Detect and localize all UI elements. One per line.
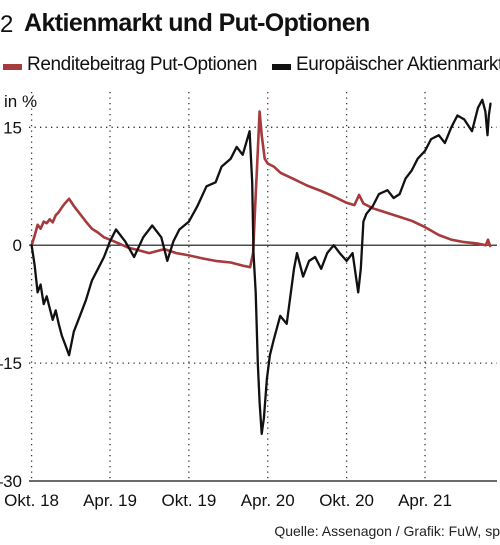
chart-number: 2 — [0, 11, 14, 38]
legend-label-put-options: Renditebeitrag Put-Optionen — [27, 54, 258, 75]
grid-layer — [29, 92, 497, 482]
x-tick-label: Apr. 21 — [398, 491, 452, 510]
y-tick-label: 15 — [3, 118, 22, 137]
source-note: Quelle: Assenagon / Grafik: FuW, sp — [274, 523, 500, 539]
series-line-put-options — [30, 110, 492, 269]
x-tick-label: Okt. 18 — [4, 491, 59, 510]
x-tick-label: Okt. 20 — [319, 491, 374, 510]
legend-item-put-options: Renditebeitrag Put-Optionen — [3, 52, 265, 80]
y-tick-label: 0 — [13, 236, 22, 255]
y-tick-label: –15 — [0, 354, 22, 373]
legend-swatch-put-options — [3, 64, 22, 70]
x-tick-label: Apr. 20 — [241, 491, 295, 510]
legend-swatch-market — [272, 64, 291, 70]
chart-legend: Renditebeitrag Put-Optionen Europäischer… — [0, 52, 500, 80]
chart-header: 2 Aktienmarkt und Put-Optionen — [0, 5, 500, 41]
x-tick-label: Apr. 19 — [83, 491, 137, 510]
y-axis-label: in % — [4, 92, 37, 111]
series-layer — [30, 98, 492, 435]
chart-title: Aktienmarkt und Put-Optionen — [24, 9, 370, 37]
legend-label-market: Europäischer Aktienmarkt — [296, 54, 500, 75]
legend-item-market: Europäischer Aktienmarkt — [272, 52, 500, 80]
y-tick-label: –30 — [0, 472, 22, 491]
series-line-market — [30, 98, 492, 435]
x-tick-label: Okt. 19 — [161, 491, 216, 510]
